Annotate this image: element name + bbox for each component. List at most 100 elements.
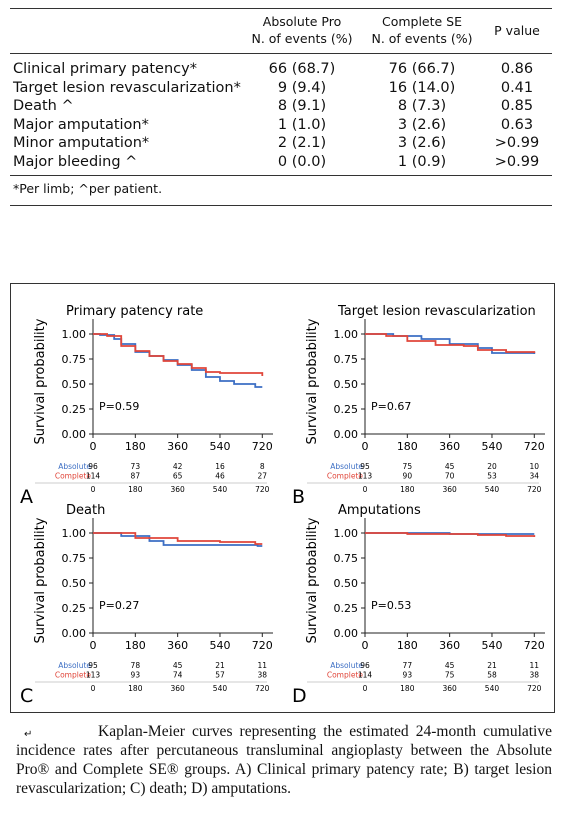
x-tick-label: 540 xyxy=(481,639,502,652)
y-tick-label: 0.50 xyxy=(334,378,359,391)
risk-x-label: 720 xyxy=(255,684,270,693)
at-risk-count: 96 xyxy=(360,661,370,670)
table-cell: Clinical primary patency* xyxy=(13,61,197,77)
at-risk-count: 95 xyxy=(360,462,370,471)
survival-curve xyxy=(93,532,263,547)
x-tick-label: 360 xyxy=(439,440,460,453)
table-cell: Minor amputation* xyxy=(13,135,150,151)
risk-label: Absolute xyxy=(330,661,363,670)
at-risk-count: 93 xyxy=(403,671,413,680)
header-empty xyxy=(10,8,242,54)
y-tick-label: 0.75 xyxy=(62,552,87,565)
at-risk-count: 38 xyxy=(530,671,540,680)
panel-letter: A xyxy=(20,486,33,508)
at-risk-count: 20 xyxy=(487,462,497,471)
risk-x-label: 540 xyxy=(485,485,500,494)
panel-letter: B xyxy=(292,486,305,508)
at-risk-count: 27 xyxy=(258,472,268,481)
risk-x-label: 0 xyxy=(91,485,96,494)
at-risk-count: 46 xyxy=(215,472,225,481)
table-body: Clinical primary patency* 66 (68.7) 76 (66… xyxy=(10,54,552,206)
at-risk-count: 45 xyxy=(445,661,455,670)
header-text: Complete SE xyxy=(381,14,463,29)
risk-x-label: 180 xyxy=(128,684,143,693)
x-tick-label: 0 xyxy=(90,440,97,453)
y-tick-label: 0.50 xyxy=(62,577,87,590)
header-cell: Complete SE N. of events (%) xyxy=(362,8,482,54)
risk-x-label: 0 xyxy=(363,684,368,693)
survival-curve xyxy=(93,532,263,545)
table-cell: 16 (14.0) xyxy=(388,79,456,96)
at-risk-count: 93 xyxy=(131,671,141,680)
y-tick-label: 0.75 xyxy=(334,552,359,565)
at-risk-count: 11 xyxy=(258,661,268,670)
risk-x-label: 540 xyxy=(213,684,228,693)
table-cell: 3 (2.6) xyxy=(397,116,447,133)
x-tick-label: 0 xyxy=(90,639,97,652)
at-risk-count: 45 xyxy=(445,462,455,471)
at-risk-count: 96 xyxy=(88,462,98,471)
at-risk-count: 90 xyxy=(403,472,413,481)
table-cell: 8 (9.1) xyxy=(277,98,327,114)
y-tick-label: 1.00 xyxy=(62,328,87,341)
at-risk-count: 21 xyxy=(215,661,225,670)
y-tick-label: 0.75 xyxy=(62,353,87,366)
at-risk-count: 95 xyxy=(88,661,98,670)
panel-title: Death xyxy=(66,503,105,518)
risk-x-label: 180 xyxy=(400,684,415,693)
x-tick-label: 360 xyxy=(167,639,188,652)
at-risk-count: 78 xyxy=(131,661,141,670)
header-row: Absolute Pro N. of events (%) Complete SE… xyxy=(10,8,552,54)
x-tick-label: 0 xyxy=(362,639,369,652)
risk-x-label: 180 xyxy=(128,485,143,494)
at-risk-count: 74 xyxy=(173,671,183,680)
table-cell: 2 (2.1) xyxy=(277,135,327,151)
panel-title: Target lesion revascularization xyxy=(337,304,536,319)
y-tick-label: 0.25 xyxy=(334,403,359,416)
table-cell: 66 (68.7) xyxy=(268,61,336,77)
at-risk-count: 11 xyxy=(530,661,540,670)
p-value: P=0.27 xyxy=(99,599,139,612)
risk-x-label: 180 xyxy=(400,485,415,494)
y-tick-label: 0.50 xyxy=(334,577,359,590)
survival-curve xyxy=(365,333,536,353)
x-tick-label: 180 xyxy=(125,639,146,652)
risk-label: Absolute xyxy=(58,462,91,471)
y-tick-label: 0.25 xyxy=(62,403,87,416)
table-cell: 0.63 xyxy=(500,116,534,133)
risk-x-label: 720 xyxy=(527,684,542,693)
y-axis-label: Survival probability xyxy=(33,517,48,643)
p-value: P=0.59 xyxy=(99,400,139,413)
risk-label: Complete xyxy=(55,472,92,481)
header-cell: P value xyxy=(482,8,552,54)
table-cell: 1 (1.0) xyxy=(277,116,327,133)
figure-frame xyxy=(10,283,555,713)
at-risk-count: 77 xyxy=(403,661,413,670)
at-risk-count: 10 xyxy=(530,462,540,471)
y-tick-label: 0.00 xyxy=(62,627,87,640)
p-value: P=0.67 xyxy=(371,400,411,413)
header-cell: Absolute Pro N. of events (%) xyxy=(242,8,362,54)
panel-title: Primary patency rate xyxy=(66,304,203,319)
table-cell: 0.85 xyxy=(500,98,534,114)
at-risk-count: 73 xyxy=(131,462,141,471)
y-tick-label: 1.00 xyxy=(334,527,359,540)
risk-label: Complete xyxy=(327,472,364,481)
at-risk-count: 53 xyxy=(487,472,497,481)
x-tick-label: 0 xyxy=(362,440,369,453)
at-risk-count: 113 xyxy=(358,472,373,481)
at-risk-count: 57 xyxy=(215,671,225,680)
table-cell: 3 (2.6) xyxy=(397,135,447,151)
y-tick-label: 1.00 xyxy=(334,328,359,341)
risk-label: Complete xyxy=(55,671,92,680)
at-risk-count: 70 xyxy=(445,472,455,481)
x-tick-label: 180 xyxy=(397,440,418,453)
y-tick-label: 0.00 xyxy=(62,428,87,441)
risk-x-label: 720 xyxy=(527,485,542,494)
table-cell: 8 (7.3) xyxy=(397,98,447,114)
panel-letter: C xyxy=(20,685,33,707)
table-row: Major amputation* 1 (1.0) 3 (2.6) 0.63 xyxy=(10,116,552,135)
at-risk-count: 75 xyxy=(403,462,413,471)
at-risk-count: 34 xyxy=(530,472,540,481)
at-risk-count: 45 xyxy=(173,661,183,670)
